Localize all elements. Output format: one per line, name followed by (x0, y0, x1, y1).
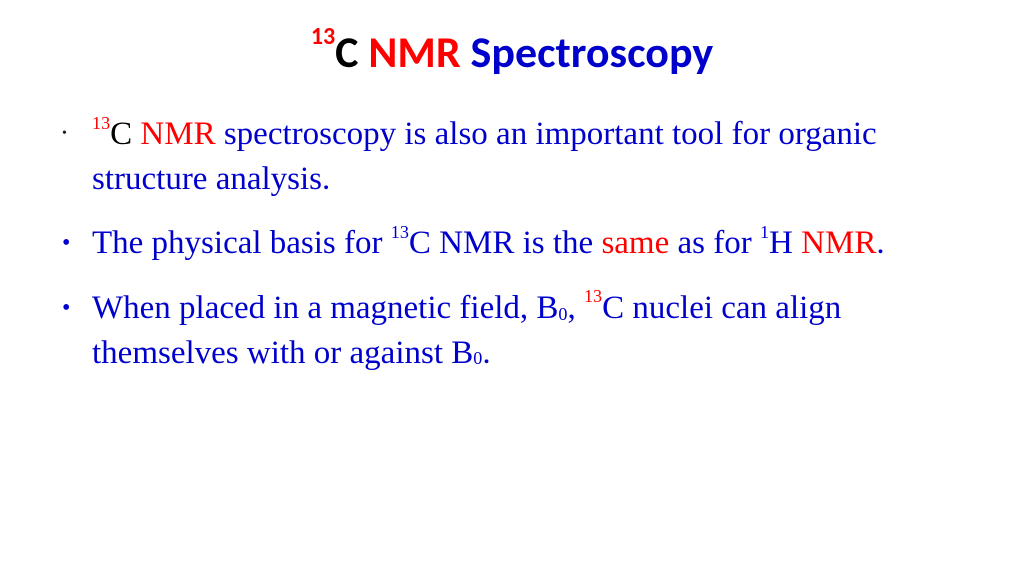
text-segment: C NMR is the (409, 225, 602, 261)
title-spectroscopy: Spectroscopy (461, 25, 714, 79)
text-segment: The physical basis for (92, 225, 391, 261)
text-segment: same (601, 225, 669, 261)
text-segment: . (482, 335, 490, 371)
text-segment: NMR (801, 225, 876, 261)
bullet-item: When placed in a magnetic field, B0, 13C… (92, 286, 974, 375)
text-segment: C (110, 116, 140, 152)
text-segment: NMR (140, 116, 215, 152)
text-segment: 1 (760, 222, 769, 242)
text-segment: 13 (92, 113, 110, 133)
slide-title: 13C NMR Spectroscopy (50, 28, 974, 76)
text-segment: , (567, 290, 584, 326)
title-nmr: NMR (368, 25, 460, 79)
text-segment: 0 (558, 304, 567, 324)
text-segment: . (876, 225, 884, 261)
title-c: C (335, 25, 368, 79)
text-segment: When placed in a magnetic field, B (92, 290, 558, 326)
title-sup: 13 (311, 22, 335, 51)
bullet-item: 13C NMR spectroscopy is also an importan… (92, 112, 974, 201)
bullet-item: The physical basis for 13C NMR is the sa… (92, 221, 974, 266)
text-segment: 0 (473, 348, 482, 368)
text-segment: 13 (584, 286, 602, 306)
bullet-list: 13C NMR spectroscopy is also an importan… (50, 112, 974, 375)
text-segment: as for (669, 225, 760, 261)
text-segment: 13 (391, 222, 409, 242)
text-segment: H (769, 225, 801, 261)
slide: 13C NMR Spectroscopy 13C NMR spectroscop… (0, 0, 1024, 576)
